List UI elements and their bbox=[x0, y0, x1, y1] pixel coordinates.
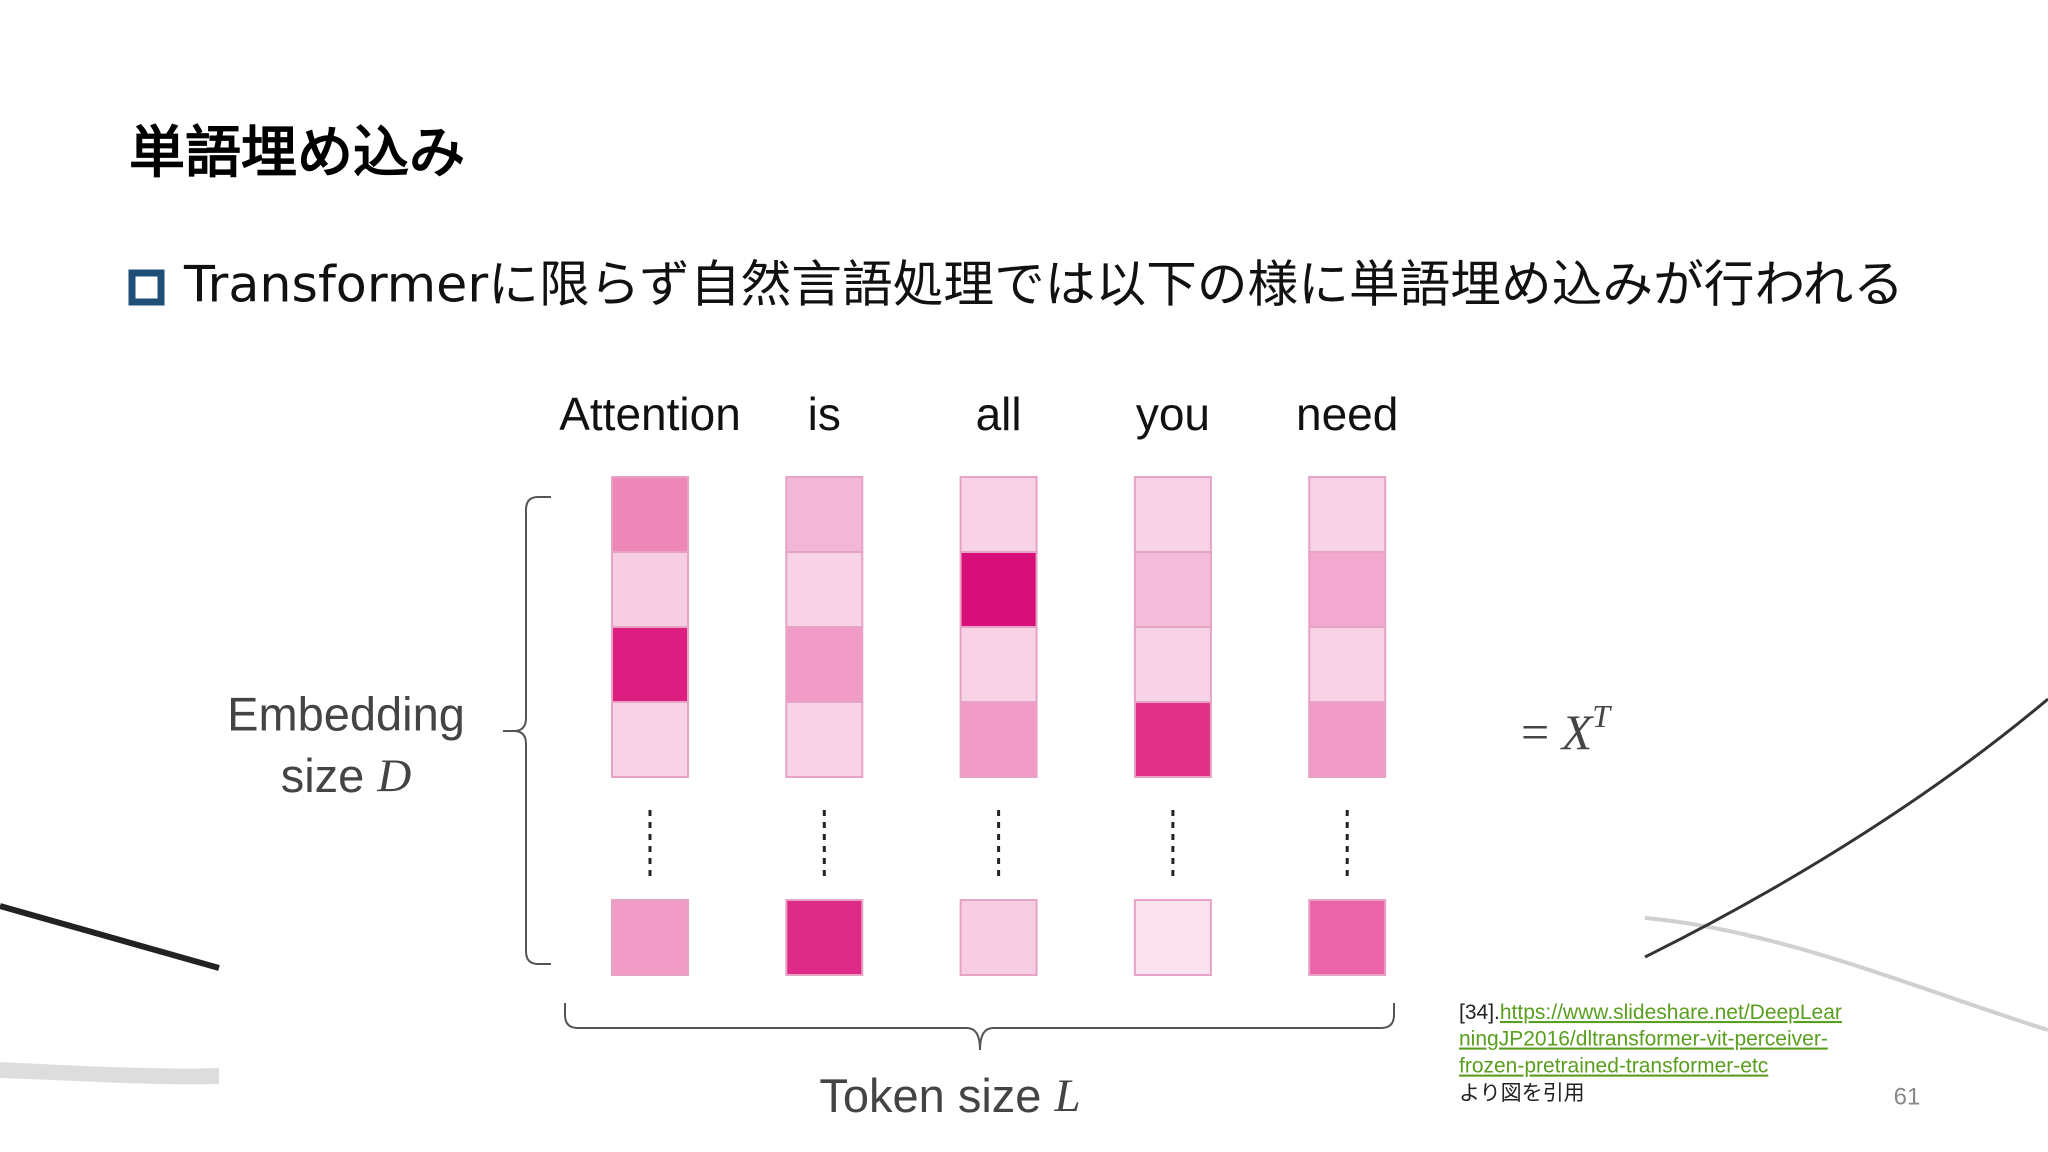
citation-link[interactable]: ningJP2016/dltransformer-vit-perceiver- bbox=[1459, 1028, 1828, 1051]
citation-link[interactable]: https://www.slideshare.net/DeepLear bbox=[1500, 1001, 1842, 1024]
token-size-label: Token size L bbox=[819, 1069, 1080, 1122]
embedding-grid: Attention is all you need bbox=[559, 388, 1398, 976]
embedding-cell bbox=[611, 626, 689, 703]
embedding-size-label: size D bbox=[281, 749, 412, 802]
bullet-text: Transformerに限らず自然言語処理では以下の様に単語埋め込みが行われる bbox=[183, 256, 1904, 314]
label-variable: D bbox=[376, 750, 411, 802]
embedding-cell bbox=[959, 476, 1038, 553]
decor-band bbox=[0, 1062, 219, 1085]
token-label: all bbox=[976, 388, 1022, 440]
embedding-cell bbox=[1133, 551, 1212, 628]
embedding-cell bbox=[959, 551, 1038, 628]
embedding-cell bbox=[1133, 626, 1212, 703]
embedding-cell bbox=[1133, 701, 1212, 778]
equation-symbol: X bbox=[1560, 704, 1595, 760]
page-number: 61 bbox=[1894, 1083, 1921, 1110]
embedding-cell bbox=[785, 551, 864, 628]
embedding-cell bbox=[1133, 476, 1212, 553]
embedding-cell bbox=[611, 551, 689, 628]
embedding-cell bbox=[959, 626, 1038, 703]
embedding-cell bbox=[611, 701, 689, 778]
embedding-cell bbox=[1308, 899, 1387, 976]
bullet-icon bbox=[128, 269, 165, 306]
label-text: size bbox=[281, 749, 365, 802]
embedding-cell bbox=[1133, 899, 1212, 976]
citation-link[interactable]: frozen-pretrained-transformer-etc bbox=[1459, 1055, 1768, 1078]
embedding-cell bbox=[611, 476, 689, 553]
token-label: you bbox=[1136, 388, 1210, 440]
embedding-cell bbox=[959, 899, 1038, 976]
embedding-cell bbox=[959, 701, 1038, 778]
decor-line bbox=[1644, 916, 2048, 1032]
embedding-cell bbox=[785, 476, 864, 553]
token-label: Attention bbox=[559, 388, 741, 440]
equation-sign: = bbox=[1521, 704, 1549, 760]
citation-ref: [34]. bbox=[1459, 1001, 1500, 1024]
embedding-cell bbox=[1308, 626, 1387, 703]
embedding-cell bbox=[785, 701, 864, 778]
embedding-cell bbox=[1308, 476, 1387, 553]
decor-line bbox=[0, 903, 220, 971]
embedding-cell bbox=[785, 626, 864, 703]
embedding-cell bbox=[1308, 551, 1387, 628]
embedding-label: Embedding bbox=[227, 687, 465, 740]
brace-horizontal bbox=[564, 1003, 1395, 1051]
slide-title: 単語埋め込み bbox=[129, 121, 465, 186]
token-label: is bbox=[808, 388, 841, 440]
embedding-cell bbox=[1308, 701, 1387, 778]
equation: = XT bbox=[1521, 698, 1612, 760]
embedding-cell bbox=[611, 899, 689, 976]
equation-superscript: T bbox=[1592, 698, 1612, 734]
citation-note: より図を引用 bbox=[1459, 1081, 1585, 1105]
decor-line bbox=[1644, 697, 2048, 959]
brace-vertical bbox=[503, 496, 551, 965]
token-label: need bbox=[1296, 388, 1398, 440]
label-text: Token size bbox=[819, 1069, 1041, 1122]
citation: [34].https://www.slideshare.net/DeepLear bbox=[1459, 1001, 1842, 1024]
label-variable: L bbox=[1053, 1070, 1080, 1122]
embedding-cell bbox=[785, 899, 864, 976]
